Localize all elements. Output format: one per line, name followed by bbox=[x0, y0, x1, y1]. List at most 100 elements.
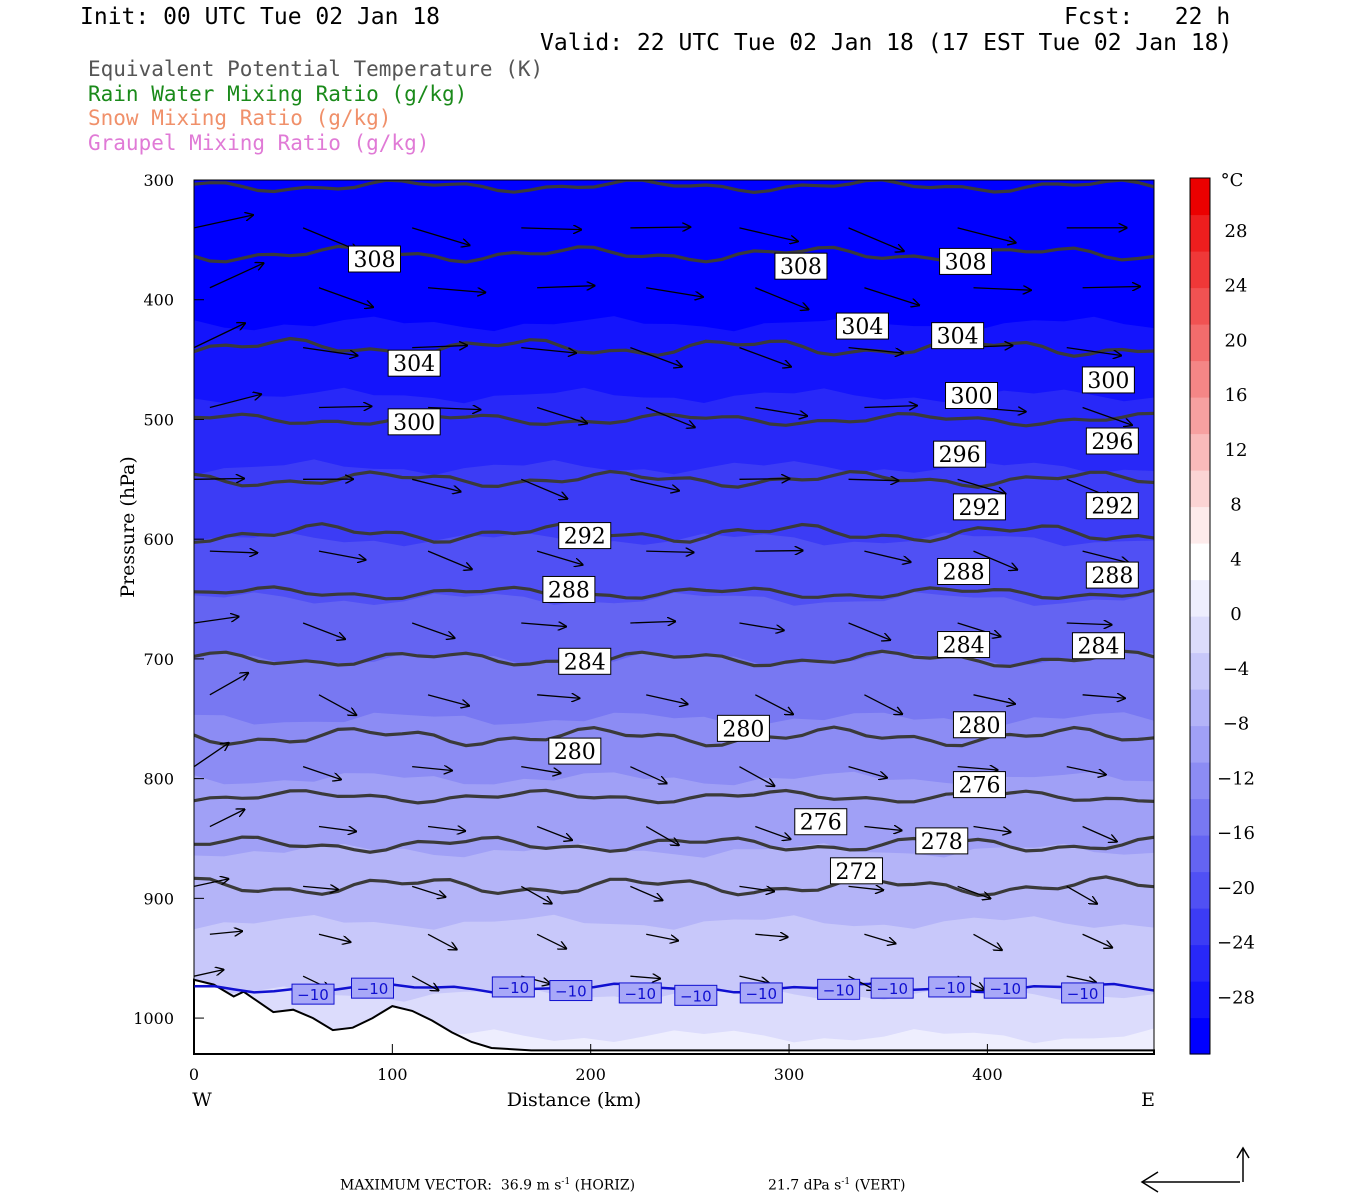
theta-e-label: 308 bbox=[347, 245, 401, 273]
wind-vector bbox=[957, 622, 1001, 637]
wind-vector bbox=[536, 406, 587, 423]
colorbar-swatch bbox=[1190, 543, 1210, 581]
theta-e-line bbox=[194, 469, 1154, 489]
legend-theta-e: Equivalent Potential Temperature (K) bbox=[88, 57, 544, 81]
wind-vector bbox=[536, 550, 583, 565]
wind-vector bbox=[848, 227, 904, 251]
theta-e-line bbox=[194, 180, 1154, 195]
wind-vector bbox=[755, 934, 787, 937]
svg-text:292: 292 bbox=[958, 496, 1000, 521]
wind-vector bbox=[646, 933, 678, 940]
theta-e-label: 288 bbox=[937, 558, 991, 586]
colorbar-swatch bbox=[1190, 251, 1210, 289]
svg-text:276: 276 bbox=[958, 774, 1000, 799]
theta-e-label: 300 bbox=[387, 408, 441, 436]
y-axis-label: Pressure (hPa) bbox=[117, 456, 139, 598]
west-label: W bbox=[192, 1089, 212, 1111]
svg-text:288: 288 bbox=[548, 578, 590, 603]
wind-vector bbox=[755, 406, 807, 416]
colorbar-label: −20 bbox=[1217, 878, 1255, 899]
temperature-label: −10 bbox=[739, 982, 783, 1004]
colorbar-swatch bbox=[1190, 214, 1210, 252]
wind-vector bbox=[302, 346, 357, 356]
temperature-label: −10 bbox=[817, 978, 861, 1000]
theta-e-contours bbox=[194, 180, 1154, 898]
temperature-fill bbox=[194, 180, 1154, 1054]
x-tick-label: 400 bbox=[972, 1065, 1003, 1084]
wind-vector bbox=[957, 767, 998, 770]
wind-vector bbox=[755, 694, 793, 715]
wind-vector bbox=[630, 976, 660, 978]
svg-text:304: 304 bbox=[841, 315, 883, 340]
theta-e-label: 308 bbox=[774, 252, 828, 280]
y-tick-label: 500 bbox=[143, 410, 174, 429]
svg-text:296: 296 bbox=[939, 443, 981, 468]
forecast-hour: Fcst: 22 h bbox=[1064, 4, 1231, 30]
colorbar-label: 28 bbox=[1225, 221, 1248, 242]
colorbar-swatch bbox=[1190, 433, 1210, 471]
wind-vector bbox=[755, 287, 808, 310]
y-tick-label: 1000 bbox=[133, 1009, 174, 1028]
wind-vector bbox=[302, 766, 341, 780]
theta-e-label: 296 bbox=[1085, 427, 1139, 455]
wind-vector bbox=[973, 933, 1002, 950]
theta-e-label: 276 bbox=[952, 771, 1006, 799]
theta-e-label: 276 bbox=[794, 808, 848, 836]
svg-text:300: 300 bbox=[393, 411, 435, 436]
wind-vector bbox=[1082, 286, 1140, 287]
theta-e-label: 300 bbox=[945, 382, 999, 410]
wind-vector bbox=[848, 622, 891, 640]
wind-vector bbox=[318, 550, 366, 560]
wind-vector bbox=[209, 931, 242, 934]
colorbar-swatch bbox=[1190, 944, 1210, 982]
theta-e-label: 284 bbox=[1071, 632, 1125, 660]
theta-e-line bbox=[194, 522, 1154, 544]
theta-e-label: 288 bbox=[542, 575, 596, 603]
svg-text:304: 304 bbox=[937, 325, 979, 350]
colorbar-swatch bbox=[1190, 798, 1210, 836]
wind-vector bbox=[521, 766, 560, 774]
svg-text:−10: −10 bbox=[745, 985, 777, 1003]
colorbar-label: −28 bbox=[1217, 987, 1255, 1008]
colorbar-unit: °C bbox=[1221, 170, 1244, 191]
plot-frame bbox=[193, 179, 1155, 1055]
legend-snow: Snow Mixing Ratio (g/kg) bbox=[88, 106, 392, 130]
colorbar-label: 20 bbox=[1225, 330, 1248, 351]
colorbar-swatch bbox=[1190, 287, 1210, 325]
wind-vector bbox=[739, 479, 789, 480]
wind-vector bbox=[957, 227, 1016, 243]
wind-vector bbox=[957, 885, 991, 898]
colorbar: 28 24 20 16 12 8 4 0 −4 −8 −12 −16 −20 −24 −28 °C bbox=[1189, 170, 1255, 1055]
svg-text:−10: −10 bbox=[555, 983, 587, 1001]
wind-vector bbox=[630, 621, 675, 623]
svg-text:288: 288 bbox=[943, 561, 985, 586]
theta-e-label: 278 bbox=[915, 827, 969, 855]
svg-text:304: 304 bbox=[393, 352, 435, 377]
svg-text:276: 276 bbox=[800, 811, 842, 836]
wind-vector bbox=[630, 885, 662, 900]
theta-e-label: 304 bbox=[931, 322, 985, 350]
svg-text:280: 280 bbox=[958, 714, 1000, 739]
theta-e-label: 292 bbox=[558, 522, 612, 550]
wind-vector bbox=[645, 406, 695, 427]
theta-e-line bbox=[194, 788, 1154, 805]
y-tick-label: 700 bbox=[143, 650, 174, 669]
max-vector-horiz: MAXIMUM VECTOR: 36.9 m s-1 (HORIZ) bbox=[340, 1177, 636, 1194]
svg-text:284: 284 bbox=[1077, 635, 1119, 660]
svg-text:300: 300 bbox=[951, 385, 993, 410]
svg-text:−10: −10 bbox=[823, 981, 855, 999]
colorbar-swatch bbox=[1190, 579, 1210, 617]
colorbar-label: −16 bbox=[1217, 823, 1255, 844]
svg-text:−10: −10 bbox=[876, 980, 908, 998]
wind-vector bbox=[864, 933, 895, 943]
wind-vector bbox=[411, 975, 438, 990]
wind-vector bbox=[1066, 766, 1106, 775]
wind-vector bbox=[755, 825, 790, 840]
colorbar-swatch bbox=[1190, 762, 1210, 800]
terrain-surface bbox=[193, 978, 1155, 1055]
theta-e-label: 304 bbox=[835, 312, 889, 340]
legend-graupel: Graupel Mixing Ratio (g/kg) bbox=[88, 131, 430, 155]
theta-e-label: 300 bbox=[1081, 366, 1135, 394]
wind-vector bbox=[1066, 885, 1097, 903]
theta-e-label: 288 bbox=[1085, 561, 1139, 589]
